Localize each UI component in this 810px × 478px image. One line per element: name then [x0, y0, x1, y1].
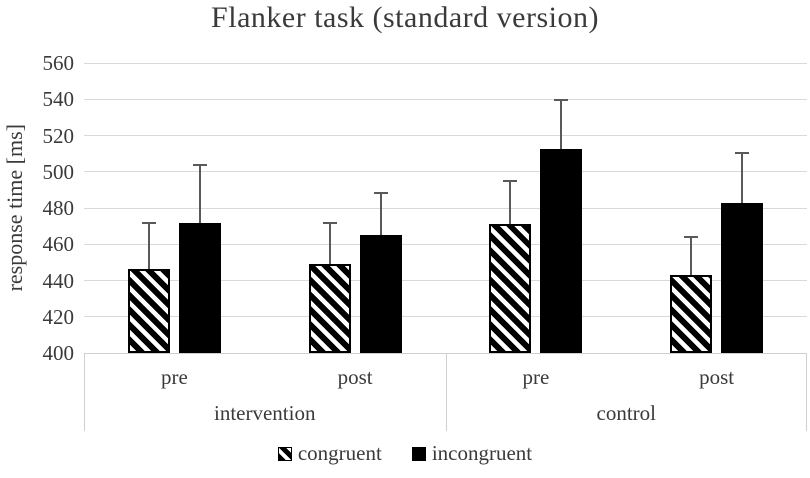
legend: congruent incongruent [0, 441, 810, 466]
gridline-440 [84, 280, 807, 281]
gridline-560 [84, 62, 807, 64]
bar-congruent-intervention-pre [127, 268, 170, 353]
error-bar-congruent-2 [509, 180, 512, 225]
legend-item-incongruent: incongruent [411, 441, 533, 466]
bar-congruent-intervention-post [308, 264, 351, 353]
gridline-540 [84, 98, 807, 100]
y-tick-label-400: 400 [42, 341, 75, 365]
gridline-420 [84, 316, 807, 318]
error-bar-incongruent-1 [379, 192, 382, 236]
error-bar-incongruent-0 [198, 165, 201, 224]
group-label-control: control [596, 401, 656, 425]
gridline-480 [84, 207, 807, 209]
y-tick-label-540: 540 [42, 87, 75, 112]
condition-label-post-control: post [699, 365, 735, 389]
y-tick-label-520: 520 [42, 123, 75, 148]
incongruent-solid-swatch-icon [411, 446, 426, 461]
error-cap-congruent-0 [141, 222, 156, 225]
y-tick-label-480: 480 [42, 196, 75, 220]
error-cap-incongruent-1 [373, 191, 388, 194]
legend-label-incongruent: incongruent [431, 441, 533, 465]
error-cap-incongruent-3 [735, 151, 750, 154]
gridline-520 [84, 135, 807, 136]
error-bar-incongruent-2 [560, 100, 563, 150]
error-bar-congruent-0 [147, 223, 150, 269]
bar-congruent-control-post [670, 275, 713, 353]
y-tick-label-560: 560 [42, 51, 75, 75]
group-label-intervention: intervention [214, 401, 316, 425]
error-cap-congruent-3 [684, 236, 699, 238]
error-cap-incongruent-2 [554, 99, 569, 102]
y-tick-label-500: 500 [42, 159, 75, 184]
y-tick-label-460: 460 [42, 232, 75, 257]
chart-title: Flanker task (standard version) [211, 1, 599, 34]
y-tick-label-420: 420 [42, 304, 75, 329]
legend-item-congruent: congruent [277, 441, 382, 466]
gridline-460 [84, 243, 807, 245]
condition-label-pre-control: pre [522, 365, 550, 389]
congruent-hatched-swatch-icon [277, 446, 292, 461]
bar-incongruent-control-post [721, 203, 764, 353]
y-axis-title: response time [ms] [2, 124, 27, 292]
bar-congruent-control-pre [489, 224, 532, 353]
bar-incongruent-intervention-pre [178, 223, 221, 353]
y-tick-label-440: 440 [42, 268, 75, 293]
y-axis-title-wrap: response time [ms] [0, 63, 30, 353]
condition-label-pre-intervention: pre [160, 365, 188, 389]
error-cap-congruent-2 [503, 179, 518, 182]
error-bar-congruent-3 [690, 237, 693, 276]
gridline-500 [84, 171, 807, 173]
bar-incongruent-intervention-post [359, 235, 402, 353]
group-divider [445, 353, 447, 431]
legend-label-congruent: congruent [297, 441, 382, 465]
error-bar-incongruent-3 [741, 152, 744, 204]
condition-label-post-intervention: post [337, 365, 373, 389]
error-cap-congruent-1 [322, 221, 337, 224]
bar-incongruent-control-pre [540, 149, 583, 353]
error-bar-congruent-1 [328, 222, 331, 265]
error-cap-incongruent-0 [192, 164, 207, 167]
